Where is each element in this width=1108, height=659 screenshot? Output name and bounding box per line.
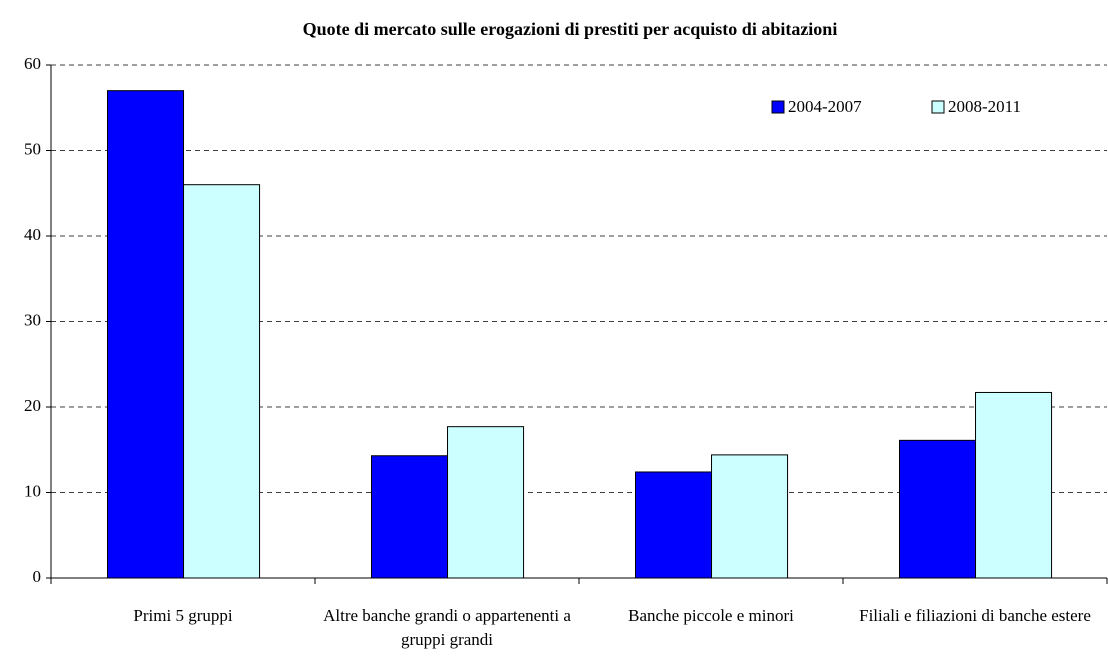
legend-label: 2004-2007 (788, 97, 862, 116)
x-tick-label: Altre banche grandi o appartenenti a gru… (323, 606, 571, 649)
bar (711, 454, 789, 579)
chart-title: Quote di mercato sulle erogazioni di pre… (303, 19, 838, 39)
y-tick-label: 30 (24, 310, 41, 329)
legend-swatch (771, 100, 785, 114)
legend-swatch (931, 100, 945, 114)
legend-label: 2008-2011 (948, 97, 1021, 116)
y-tick-label: 10 (24, 481, 41, 500)
y-tick-label: 40 (24, 225, 41, 244)
bar (975, 391, 1053, 579)
bar (370, 455, 449, 579)
y-tick-label: 0 (33, 567, 42, 586)
y-tick-label: 20 (24, 396, 41, 415)
bar (447, 426, 525, 579)
bar (183, 184, 261, 579)
x-tick-label: Filiali e filiazioni di banche estere (859, 606, 1091, 625)
bar (634, 471, 713, 579)
bar (898, 439, 977, 579)
y-tick-label: 50 (24, 139, 41, 158)
x-tick-label: Primi 5 gruppi (133, 606, 233, 625)
bar (106, 90, 185, 579)
y-tick-label: 60 (24, 54, 41, 73)
x-tick-label: Banche piccole e minori (628, 606, 794, 625)
